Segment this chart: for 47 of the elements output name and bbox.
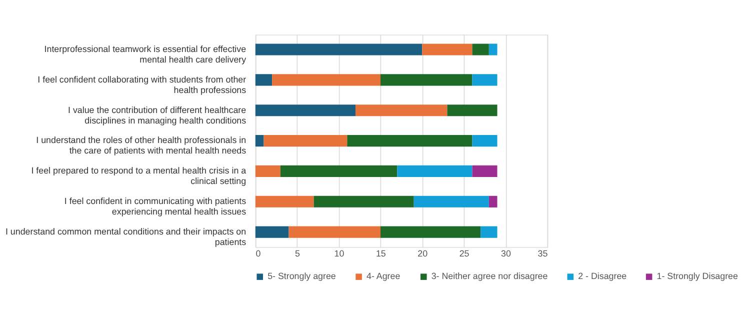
y-tick-label: I value the contribution of different healthcare disciplines in managing health conditions	[68, 104, 247, 126]
bar	[472, 44, 489, 56]
legend-label: 1- Strongly Disagree	[656, 271, 738, 282]
bar	[347, 135, 472, 147]
bar	[472, 135, 498, 147]
bar	[272, 74, 380, 86]
bar	[264, 135, 348, 147]
y-tick-label: I feel prepared to respond to a mental health crisis in a clinical setting	[31, 166, 246, 186]
x-tick-label: 35	[538, 248, 548, 258]
legend-label: 2 - Disagree	[578, 271, 627, 282]
bar	[380, 226, 481, 238]
x-tick-label: 20	[418, 248, 428, 258]
legend-label: 3- Neither agree nor disagree	[431, 271, 548, 282]
bar	[255, 135, 264, 147]
x-tick-label: 5	[295, 248, 300, 258]
bar	[355, 104, 448, 116]
bar	[255, 74, 272, 86]
bar	[288, 226, 380, 238]
bar	[447, 104, 498, 116]
bar	[314, 196, 414, 208]
bar	[255, 196, 314, 208]
x-tick-label: 0	[256, 248, 261, 258]
bar	[422, 44, 472, 56]
x-tick-label: 10	[334, 248, 344, 258]
y-tick-label: I understand the roles of other health professionals in the care of patients with mental health needs	[36, 135, 247, 156]
bar	[397, 165, 472, 177]
y-tick-label: I feel confident in communicating with patients experiencing mental health issues	[64, 196, 247, 217]
bar	[472, 74, 498, 86]
bar	[255, 44, 422, 56]
x-tick-label: 15	[376, 248, 386, 258]
bar	[472, 165, 498, 177]
bar	[488, 44, 498, 56]
bar	[255, 104, 356, 116]
bar	[255, 165, 280, 177]
legend-label: 4- Agree	[366, 271, 400, 282]
x-tick-label: 30	[501, 248, 511, 258]
x-tick-label: 25	[459, 248, 470, 258]
bar	[488, 196, 498, 208]
bar	[380, 74, 472, 86]
y-tick-label: I understand common mental conditions and their impacts on patients	[5, 226, 247, 248]
y-tick-label: I feel confident collaborating with students from other health professions	[38, 74, 247, 95]
bar	[255, 226, 289, 238]
bar	[414, 196, 489, 208]
bar	[280, 165, 398, 177]
y-tick-label: Interprofessional teamwork is essential for effective mental health care delivery	[44, 44, 247, 64]
legend-label: 5- Strongly agree	[268, 271, 336, 282]
bar	[480, 226, 498, 238]
